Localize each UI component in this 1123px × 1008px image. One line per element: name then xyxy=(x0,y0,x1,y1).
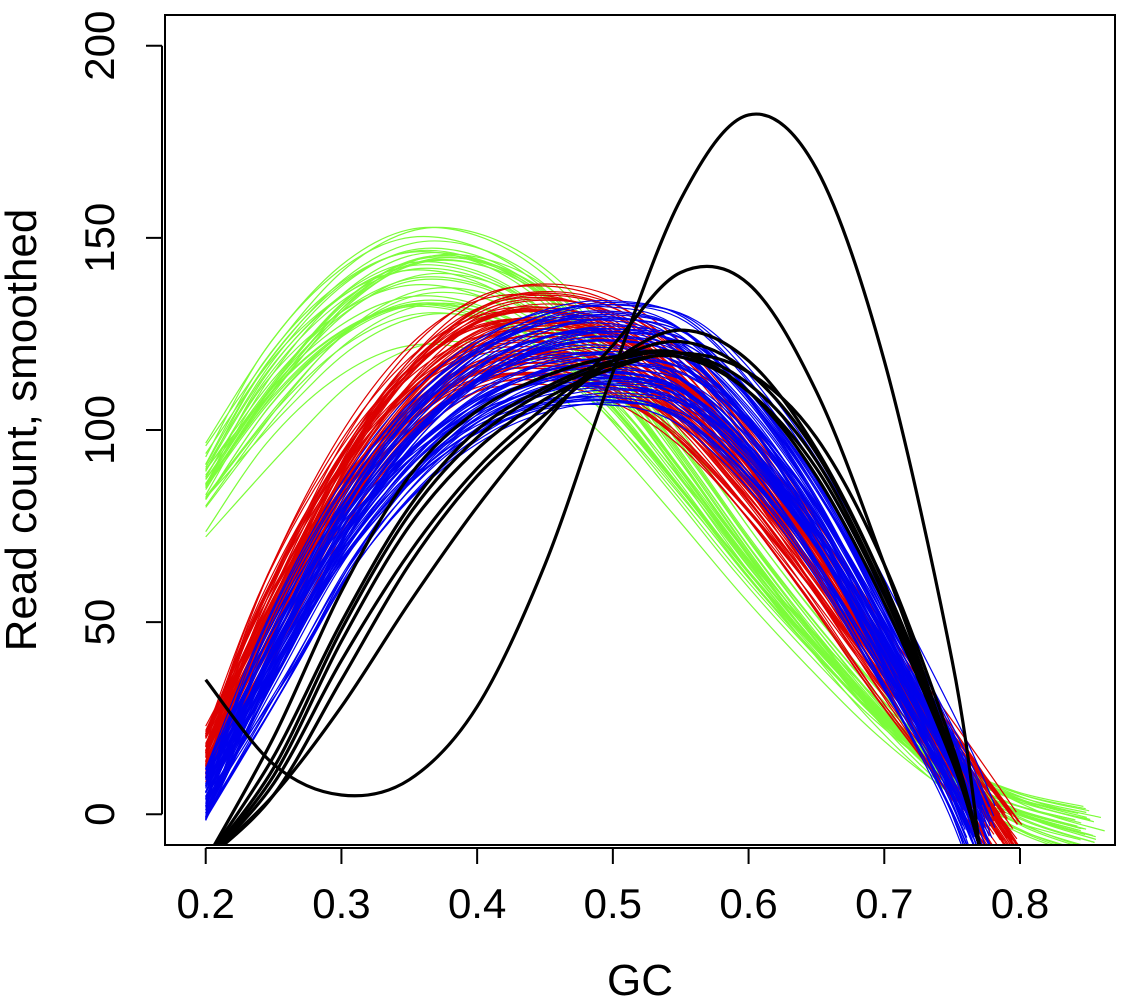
series-line xyxy=(205,336,977,845)
series-line xyxy=(205,387,982,809)
series-line xyxy=(204,112,981,845)
series-line xyxy=(205,305,971,807)
series-line xyxy=(205,322,964,845)
x-axis: 0.2 0.3 0.4 0.5 0.6 0.7 0.8 xyxy=(177,847,1049,927)
y-axis-title: Read count, smoothed xyxy=(0,209,46,652)
series-line xyxy=(205,343,1081,841)
y-tick-label: 150 xyxy=(76,203,123,273)
series-layer xyxy=(204,112,1105,845)
series-line xyxy=(205,341,992,845)
series-line xyxy=(205,314,966,830)
series-line xyxy=(205,385,964,811)
series-line xyxy=(205,392,991,845)
x-tick-label: 0.3 xyxy=(312,880,370,927)
series-line xyxy=(205,389,990,837)
series-group-4 xyxy=(204,112,981,845)
plot-frame xyxy=(164,14,1116,846)
series-line xyxy=(205,376,983,845)
y-tick-label: 200 xyxy=(76,11,123,81)
x-tick-label: 0.4 xyxy=(448,880,506,927)
y-tick-label: 50 xyxy=(76,599,123,646)
series-line xyxy=(205,372,974,845)
x-tick-label: 0.2 xyxy=(177,880,235,927)
series-line xyxy=(215,353,981,845)
y-tick-label: 100 xyxy=(76,395,123,465)
series-line xyxy=(205,382,984,818)
series-line xyxy=(212,349,981,845)
x-tick-label: 0.7 xyxy=(855,880,913,927)
series-line xyxy=(218,339,981,845)
series-line xyxy=(205,374,977,818)
series-line xyxy=(216,351,981,845)
x-tick-label: 0.6 xyxy=(719,880,777,927)
y-axis: 0 50 100 150 200 xyxy=(76,11,163,826)
x-tick-label: 0.5 xyxy=(584,880,642,927)
series-line xyxy=(205,395,968,838)
x-axis-title: GC xyxy=(607,956,673,1005)
series-line xyxy=(205,339,980,828)
series-line xyxy=(205,327,979,834)
series-line xyxy=(205,395,996,828)
y-tick-label: 0 xyxy=(76,803,123,826)
series-line xyxy=(205,318,964,826)
series-line xyxy=(205,400,974,839)
x-tick-label: 0.8 xyxy=(991,880,1049,927)
